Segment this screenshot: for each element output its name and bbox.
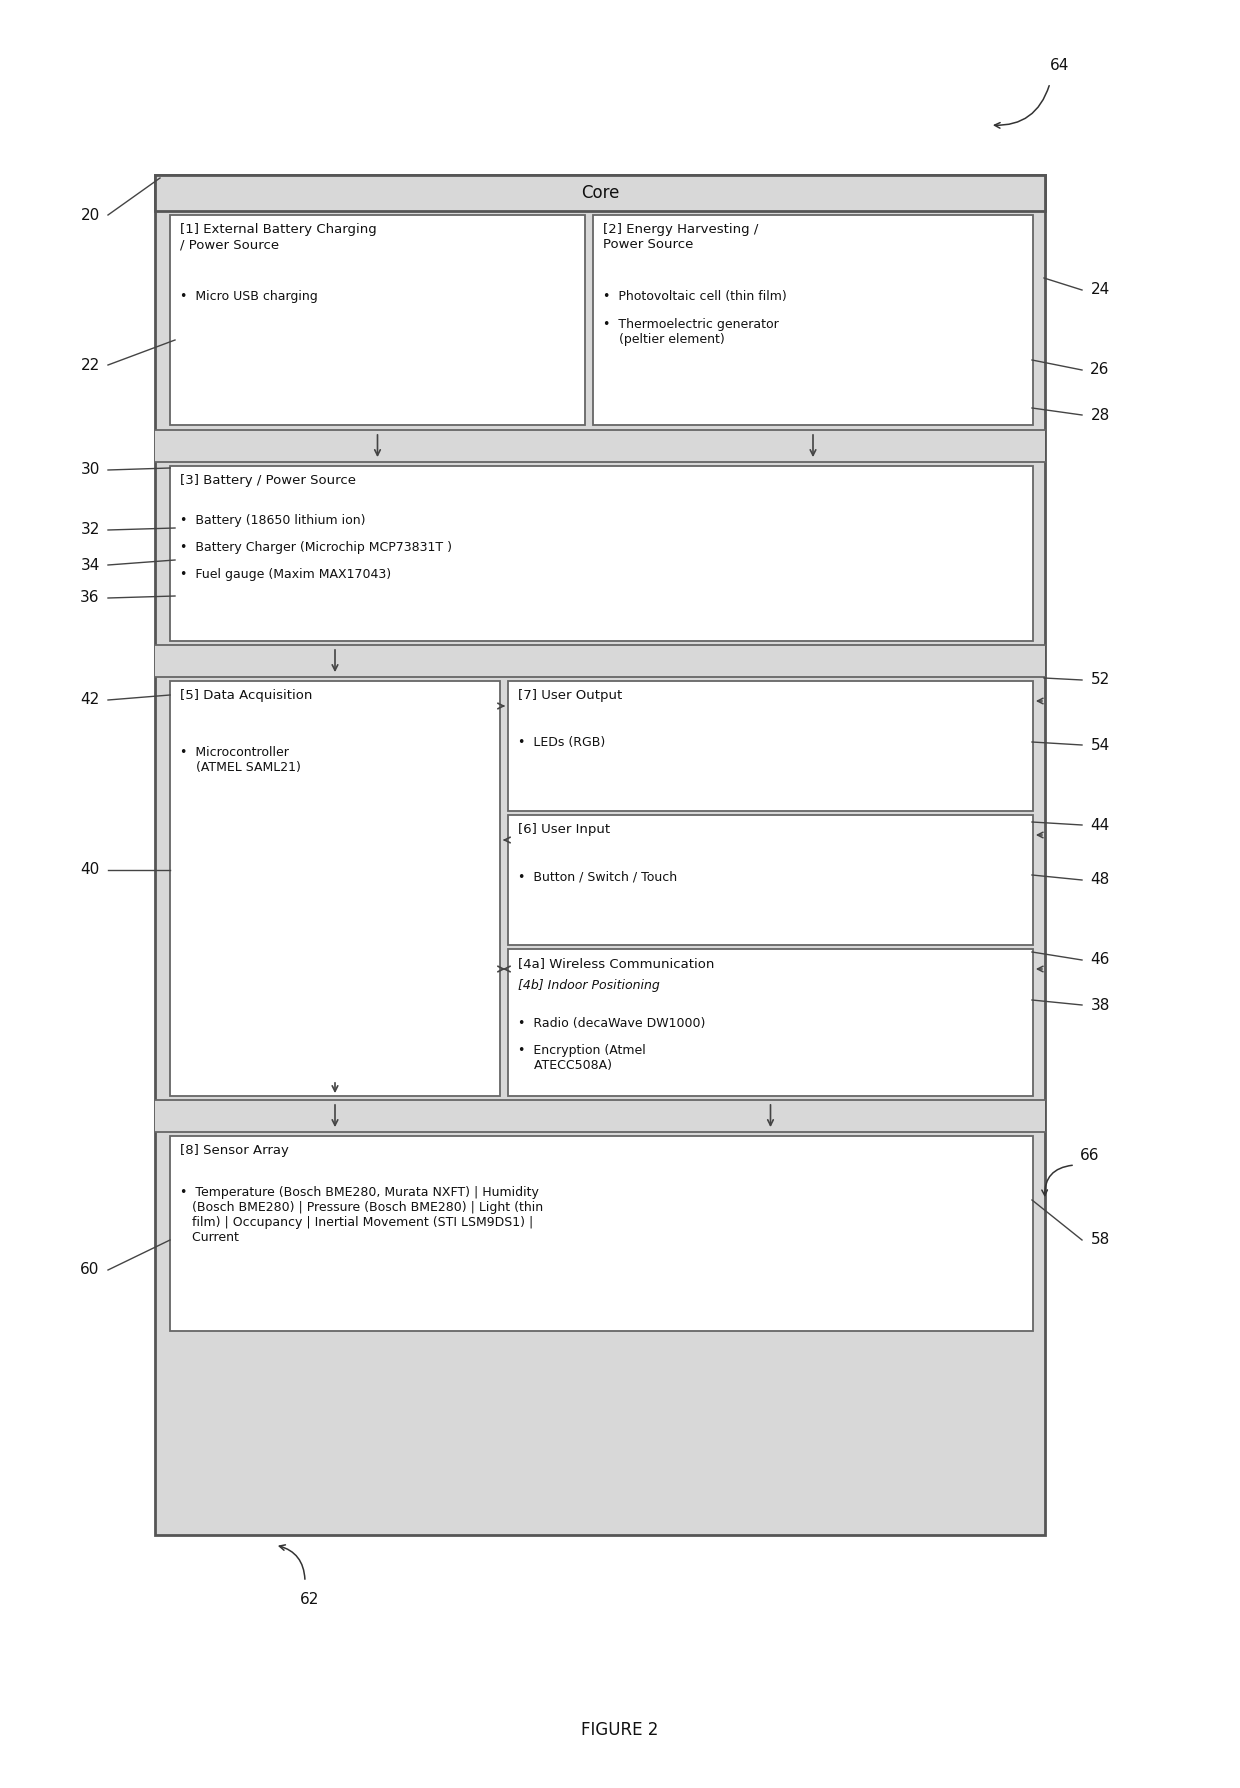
Bar (508, 949, 1033, 1096)
Text: 48: 48 (1090, 873, 1110, 887)
Text: 38: 38 (1090, 998, 1110, 1012)
Bar (593, 215, 1033, 426)
Text: •  Micro USB charging: • Micro USB charging (180, 290, 317, 302)
Text: [4b] Indoor Positioning: [4b] Indoor Positioning (518, 980, 660, 992)
Text: •  Radio (decaWave DW1000): • Radio (decaWave DW1000) (518, 1017, 706, 1030)
Text: [6] User Input: [6] User Input (518, 822, 610, 837)
Text: 30: 30 (81, 463, 99, 477)
Text: •  Fuel gauge (Maxim MAX17043): • Fuel gauge (Maxim MAX17043) (180, 569, 391, 581)
Text: 46: 46 (1090, 953, 1110, 967)
Text: [1] External Battery Charging
/ Power Source: [1] External Battery Charging / Power So… (180, 224, 377, 250)
Bar (170, 215, 585, 426)
Bar (508, 815, 1033, 946)
Text: •  Photovoltaic cell (thin film): • Photovoltaic cell (thin film) (603, 290, 786, 302)
Text: 54: 54 (1090, 737, 1110, 753)
Bar (155, 645, 1045, 678)
Text: •  Microcontroller
    (ATMEL SAML21): • Microcontroller (ATMEL SAML21) (180, 746, 301, 774)
Text: •  LEDs (RGB): • LEDs (RGB) (518, 737, 605, 749)
Text: •  Encryption (Atmel
    ATECC508A): • Encryption (Atmel ATECC508A) (518, 1044, 646, 1073)
Text: 66: 66 (1080, 1148, 1100, 1162)
Text: [4a] Wireless Communication: [4a] Wireless Communication (518, 957, 714, 971)
Text: •  Thermoelectric generator
    (peltier element): • Thermoelectric generator (peltier elem… (603, 318, 779, 347)
Text: [2] Energy Harvesting /
Power Source: [2] Energy Harvesting / Power Source (603, 224, 759, 250)
Text: 52: 52 (1090, 672, 1110, 688)
Bar (155, 429, 1045, 461)
Text: •  Temperature (Bosch BME280, Murata NXFT) | Humidity
   (Bosch BME280) | Pressu: • Temperature (Bosch BME280, Murata NXFT… (180, 1185, 543, 1244)
Text: 32: 32 (81, 522, 99, 538)
Text: 34: 34 (81, 558, 99, 572)
Text: 58: 58 (1090, 1232, 1110, 1248)
Text: [8] Sensor Array: [8] Sensor Array (180, 1144, 289, 1157)
Bar (155, 175, 1045, 211)
Bar (170, 1135, 1033, 1330)
Text: •  Battery (18650 lithium ion): • Battery (18650 lithium ion) (180, 513, 366, 527)
Text: 26: 26 (1090, 363, 1110, 377)
Text: 22: 22 (81, 358, 99, 372)
Bar (170, 467, 1033, 642)
Text: •  Battery Charger (Microchip MCP73831T ): • Battery Charger (Microchip MCP73831T ) (180, 542, 453, 554)
Text: 40: 40 (81, 862, 99, 878)
Text: 36: 36 (81, 590, 99, 606)
Bar (508, 681, 1033, 812)
Text: 42: 42 (81, 692, 99, 708)
Bar (155, 175, 1045, 1536)
Text: •  Button / Switch / Touch: • Button / Switch / Touch (518, 871, 677, 883)
Text: [3] Battery / Power Source: [3] Battery / Power Source (180, 474, 356, 486)
Text: FIGURE 2: FIGURE 2 (582, 1722, 658, 1740)
Text: Core: Core (580, 184, 619, 202)
Text: 62: 62 (300, 1593, 320, 1607)
Text: [5] Data Acquisition: [5] Data Acquisition (180, 688, 312, 703)
Bar (155, 1100, 1045, 1132)
Text: 60: 60 (81, 1262, 99, 1277)
Bar (170, 681, 500, 1096)
Text: 44: 44 (1090, 817, 1110, 833)
Text: 64: 64 (1050, 57, 1070, 73)
Text: [7] User Output: [7] User Output (518, 688, 622, 703)
Text: 24: 24 (1090, 283, 1110, 297)
Text: 28: 28 (1090, 408, 1110, 422)
Text: 20: 20 (81, 207, 99, 222)
